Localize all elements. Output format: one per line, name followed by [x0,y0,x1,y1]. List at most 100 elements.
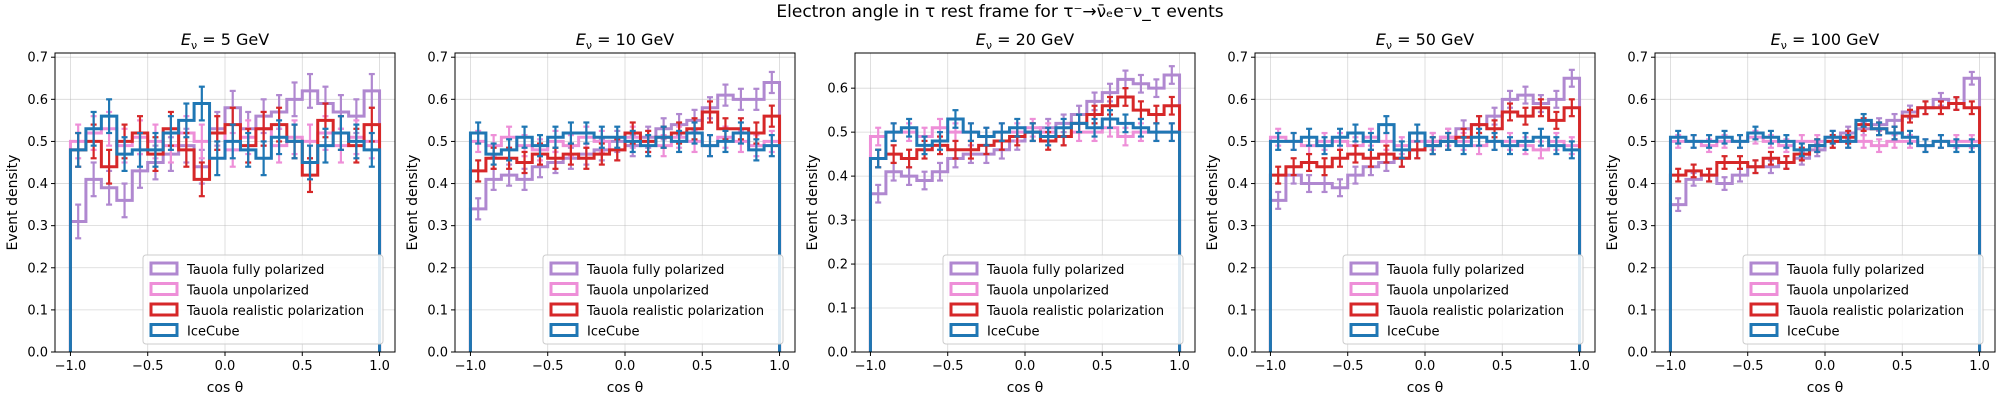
x-tick-label: 0.0 [615,359,636,374]
legend-item: Tauola fully polarized [149,261,324,278]
x-tick-label: 1.0 [369,359,390,374]
error-bar [614,125,621,149]
legend-item: Tauola unpolarized [1349,282,1509,299]
error-bar [1522,106,1529,126]
legend-swatch [149,323,179,337]
error-bar [1553,89,1560,109]
error-bar [1937,134,1944,149]
error-bar [1076,113,1083,134]
legend-swatch [549,261,579,276]
error-bar [1337,127,1343,147]
error-bar [967,122,974,143]
error-bar [753,138,760,162]
error-bar [1168,122,1175,143]
legend-item: IceCube [1749,323,1840,340]
y-tick-label: 0.7 [427,51,448,66]
error-bar [691,121,698,145]
y-tick-label: 0.1 [827,302,848,317]
x-tick-label: −0.5 [132,359,164,374]
legend-item: Tauola unpolarized [549,282,709,299]
legend-item: Tauola realistic polarization [1349,302,1564,319]
panel-3: −1.0 −0.5 0.0 0.5 1.0 0.0 0.1 0.2 0.3 0.4 0.5 0.6 Eν… [805,30,1196,396]
y-tick-label: 0.1 [427,303,448,318]
error-bar [1876,121,1883,137]
error-bar [768,134,775,158]
legend-swatch [1349,323,1379,337]
error-bar [583,121,590,145]
error-bar [1907,108,1913,124]
error-bar [75,131,82,168]
error-bar [1953,138,1960,154]
y-tick-label: 0.7 [27,51,48,66]
error-bar [1122,113,1129,134]
error-bar [1306,127,1313,147]
error-bar [307,72,313,109]
y-tick-label: 0.3 [27,219,48,234]
error-bar [1937,100,1944,116]
error-bar [1675,167,1682,183]
legend-label: Tauola realistic polarization [1386,304,1564,319]
error-bar [598,125,605,149]
y-axis-label: Event density [805,155,821,251]
error-bar [1706,167,1713,183]
y-tick-label: 0.3 [1627,219,1648,234]
error-bar [983,126,990,147]
legend-label: Tauola unpolarized [186,284,309,299]
histogram-step [1268,123,1582,352]
y-tick-label: 0.2 [1627,261,1648,276]
legend-item: Tauola realistic polarization [949,302,1164,319]
error-bar [75,203,82,240]
error-bar [1537,98,1544,118]
error-bar [1968,138,1975,154]
error-bar [1737,134,1743,149]
error-bar [1337,178,1343,198]
panel-2: −1.0 −0.5 0.0 0.5 1.0 0.0 0.1 0.2 0.3 0.4 0.5 0.6 0.… [405,30,796,396]
y-tick-label: 0.2 [27,261,48,276]
y-axis-label: Event density [1605,155,1621,251]
error-bar [1153,78,1160,99]
series-icecube [468,121,782,352]
legend-swatch [549,302,579,317]
series-icecube [868,109,1182,352]
error-bar [1107,109,1113,129]
error-bar [583,146,590,170]
error-bar [1491,131,1498,151]
series-icecube [1268,115,1582,352]
error-bar [1014,117,1021,138]
error-bar [937,131,943,151]
error-bar [291,123,298,160]
error-bar [1783,134,1790,149]
legend-item: Tauola realistic polarization [149,302,364,319]
y-tick-label: 0.2 [1227,261,1248,276]
error-bar [152,131,159,168]
y-axis-label: Event density [5,155,21,251]
error-bar [1445,131,1452,151]
error-bar [1690,163,1697,179]
error-bar [1953,96,1960,111]
y-tick-label: 0.5 [1227,135,1248,150]
legend-label: Tauola fully polarized [586,263,724,278]
error-bar [1352,165,1359,185]
y-tick-label: 0.5 [827,126,848,141]
legend-item: Tauola fully polarized [949,261,1124,278]
panel-title: Eν = 20 GeV [976,30,1075,52]
y-tick-label: 0.7 [1227,51,1248,66]
error-bar [1306,174,1313,194]
error-bar [552,125,559,149]
legend-label: IceCube [1387,325,1440,340]
error-bar [1767,129,1774,145]
histogram-step [868,117,1182,352]
panel-5: −1.0 −0.5 0.0 0.5 1.0 0.0 0.1 0.2 0.3 0.4 0.5 0.6 0.… [1605,30,1996,396]
legend-swatch [549,323,579,337]
error-bar [198,85,205,122]
legend-swatch [1349,261,1379,276]
x-tick-label: −1.0 [455,359,487,374]
error-bar [1798,142,1805,158]
y-tick-label: 0.6 [1227,93,1248,108]
legend-item: Tauola unpolarized [949,282,1109,299]
error-bar [567,121,574,145]
legend-label: IceCube [187,325,240,340]
x-tick-label: 0.0 [1415,359,1436,374]
error-bar [1675,197,1682,213]
